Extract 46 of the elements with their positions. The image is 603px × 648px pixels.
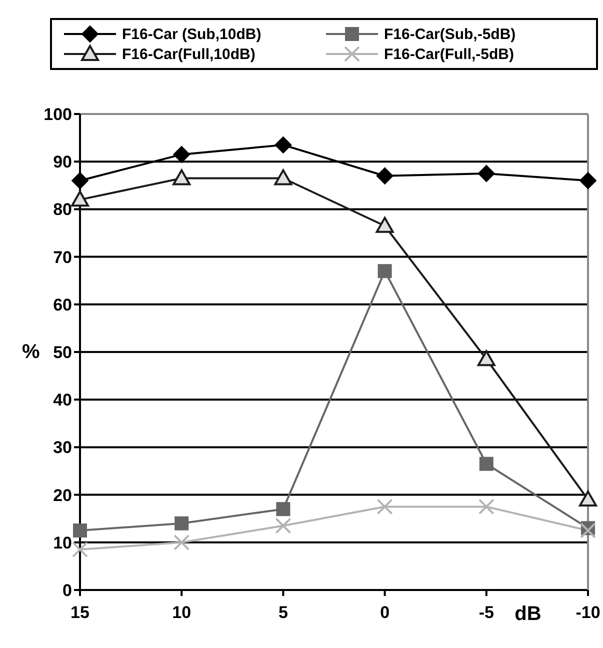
- point: [478, 165, 495, 182]
- y-tick-label: 40: [53, 390, 72, 410]
- point: [579, 490, 597, 507]
- x-tick-label: -5: [478, 603, 494, 622]
- point: [174, 534, 190, 550]
- y-tick-label: 100: [44, 105, 72, 124]
- y-axis-title: %: [22, 341, 40, 363]
- legend-label: F16-Car(Sub,-5dB): [384, 26, 516, 42]
- point: [378, 264, 392, 278]
- point: [580, 522, 596, 538]
- point: [376, 167, 394, 184]
- x-tick-label: -10: [576, 603, 600, 622]
- point: [275, 518, 292, 534]
- x-axis-title: dB: [514, 603, 542, 625]
- point: [478, 498, 494, 515]
- legend-label: F16-Car(Full,-5dB): [384, 46, 514, 62]
- x-tick-label: 10: [172, 603, 192, 622]
- x-tick-label: 5: [278, 603, 288, 622]
- point: [580, 172, 596, 190]
- point: [276, 502, 290, 516]
- y-tick-label: 90: [53, 152, 72, 172]
- point: [274, 136, 292, 154]
- point: [376, 216, 394, 233]
- point: [72, 542, 88, 558]
- y-tick-label: 30: [53, 438, 72, 458]
- y-tick-label: 10: [53, 533, 72, 552]
- y-tick-label: 80: [53, 200, 72, 220]
- point: [479, 456, 494, 471]
- legend-label: F16-Car (Sub,10dB): [122, 26, 262, 42]
- y-tick-label: 50: [53, 343, 72, 362]
- y-tick-label: 70: [53, 248, 72, 267]
- point: [376, 498, 393, 515]
- y-tick-label: 60: [53, 295, 72, 314]
- y-tick-label: 20: [53, 486, 72, 505]
- x-tick-label: 15: [70, 603, 90, 622]
- legend-label: F16-Car(Full,10dB): [122, 46, 256, 62]
- point: [274, 169, 292, 186]
- point: [73, 524, 87, 538]
- point: [71, 190, 89, 207]
- x-tick-label: 0: [380, 603, 390, 622]
- y-tick-label: 0: [62, 581, 72, 600]
- point: [174, 516, 189, 530]
- point: [172, 169, 191, 186]
- point: [477, 350, 496, 366]
- point: [72, 172, 88, 190]
- point: [173, 146, 190, 163]
